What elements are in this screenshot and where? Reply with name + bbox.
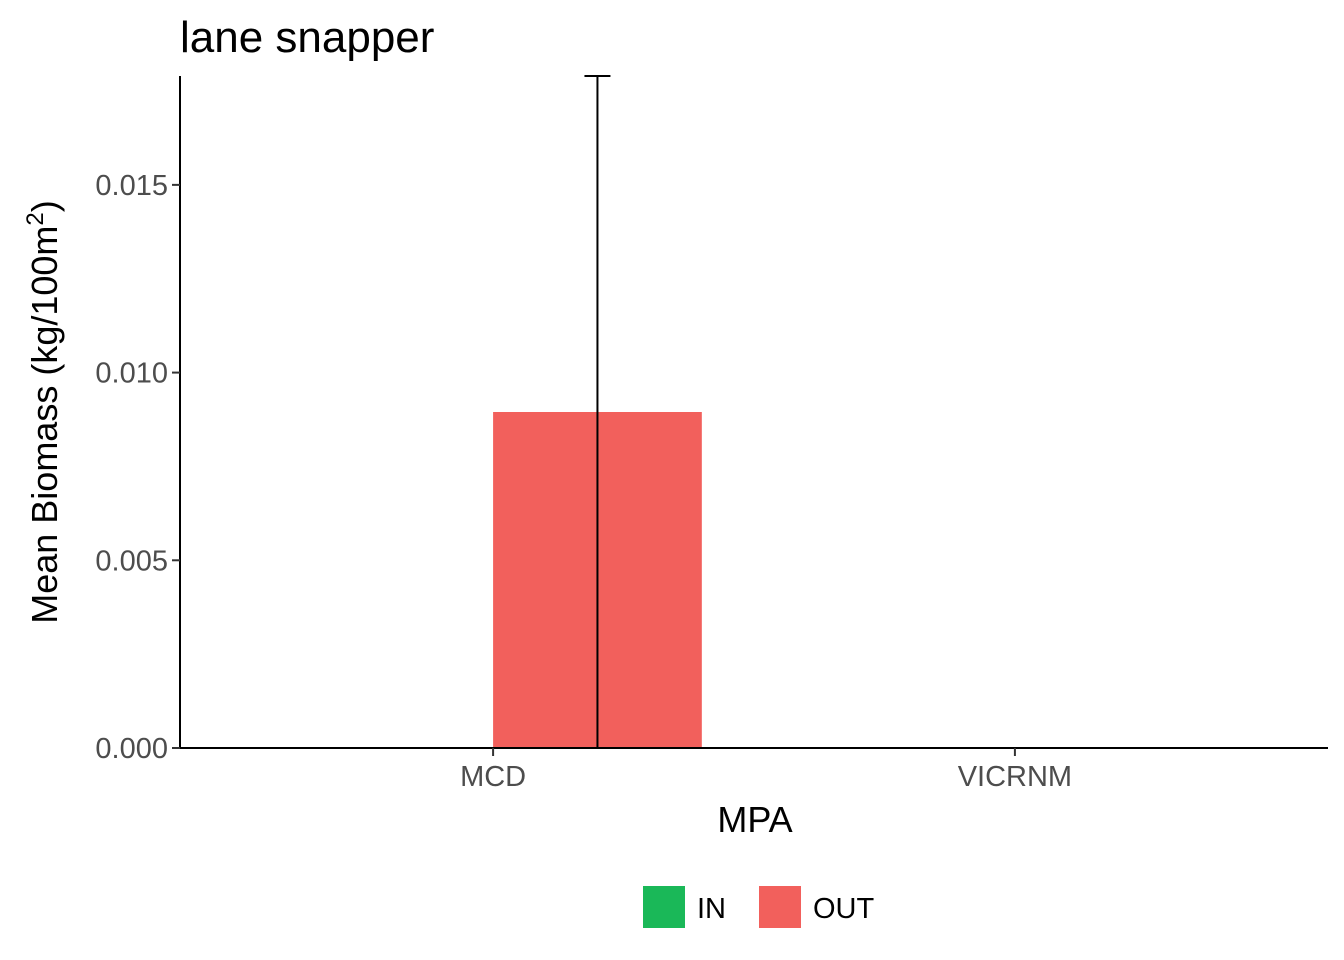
- x-tick-label: VICRNM: [958, 761, 1072, 793]
- legend-swatch: [643, 886, 685, 928]
- y-axis-title-suffix: ): [24, 200, 65, 212]
- x-ticks: MCD VICRNM: [460, 748, 1072, 793]
- y-tick-label: 0.015: [95, 170, 168, 202]
- y-tick-label: 0.010: [95, 358, 168, 390]
- legend-swatch: [759, 886, 801, 928]
- errorbars-layer: [375, 75, 1133, 749]
- y-axis-title-superscript: 2: [22, 212, 49, 225]
- y-ticks: 0.000 0.005 0.010 0.015: [95, 170, 180, 765]
- y-tick-label: 0.005: [95, 545, 168, 577]
- x-tick-label: MCD: [460, 761, 526, 793]
- legend-item-out: OUT: [759, 886, 875, 928]
- legend: IN OUT: [643, 886, 875, 928]
- chart-title: lane snapper: [180, 13, 434, 62]
- y-axis-title: Mean Biomass (kg/100m2): [22, 200, 65, 624]
- y-axis-title-main: Mean Biomass (kg/100m: [24, 226, 65, 624]
- legend-label: OUT: [813, 893, 875, 925]
- legend-item-in: IN: [643, 886, 726, 928]
- y-tick-label: 0.000: [95, 733, 168, 765]
- x-axis-title: MPA: [717, 799, 792, 840]
- legend-label: IN: [697, 893, 726, 925]
